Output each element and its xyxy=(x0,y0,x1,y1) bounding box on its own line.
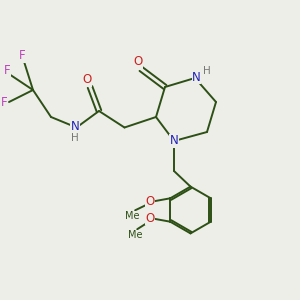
Text: H: H xyxy=(202,65,210,76)
Text: O: O xyxy=(146,212,155,225)
Text: N: N xyxy=(192,70,201,84)
Text: O: O xyxy=(146,195,155,208)
Text: Me: Me xyxy=(128,230,142,240)
Text: F: F xyxy=(4,64,11,77)
Text: H: H xyxy=(71,133,79,143)
Text: N: N xyxy=(70,119,80,133)
Text: O: O xyxy=(134,55,142,68)
Text: O: O xyxy=(82,73,91,86)
Text: N: N xyxy=(169,134,178,148)
Text: F: F xyxy=(1,95,8,109)
Text: F: F xyxy=(19,49,26,62)
Text: Me: Me xyxy=(125,211,140,221)
